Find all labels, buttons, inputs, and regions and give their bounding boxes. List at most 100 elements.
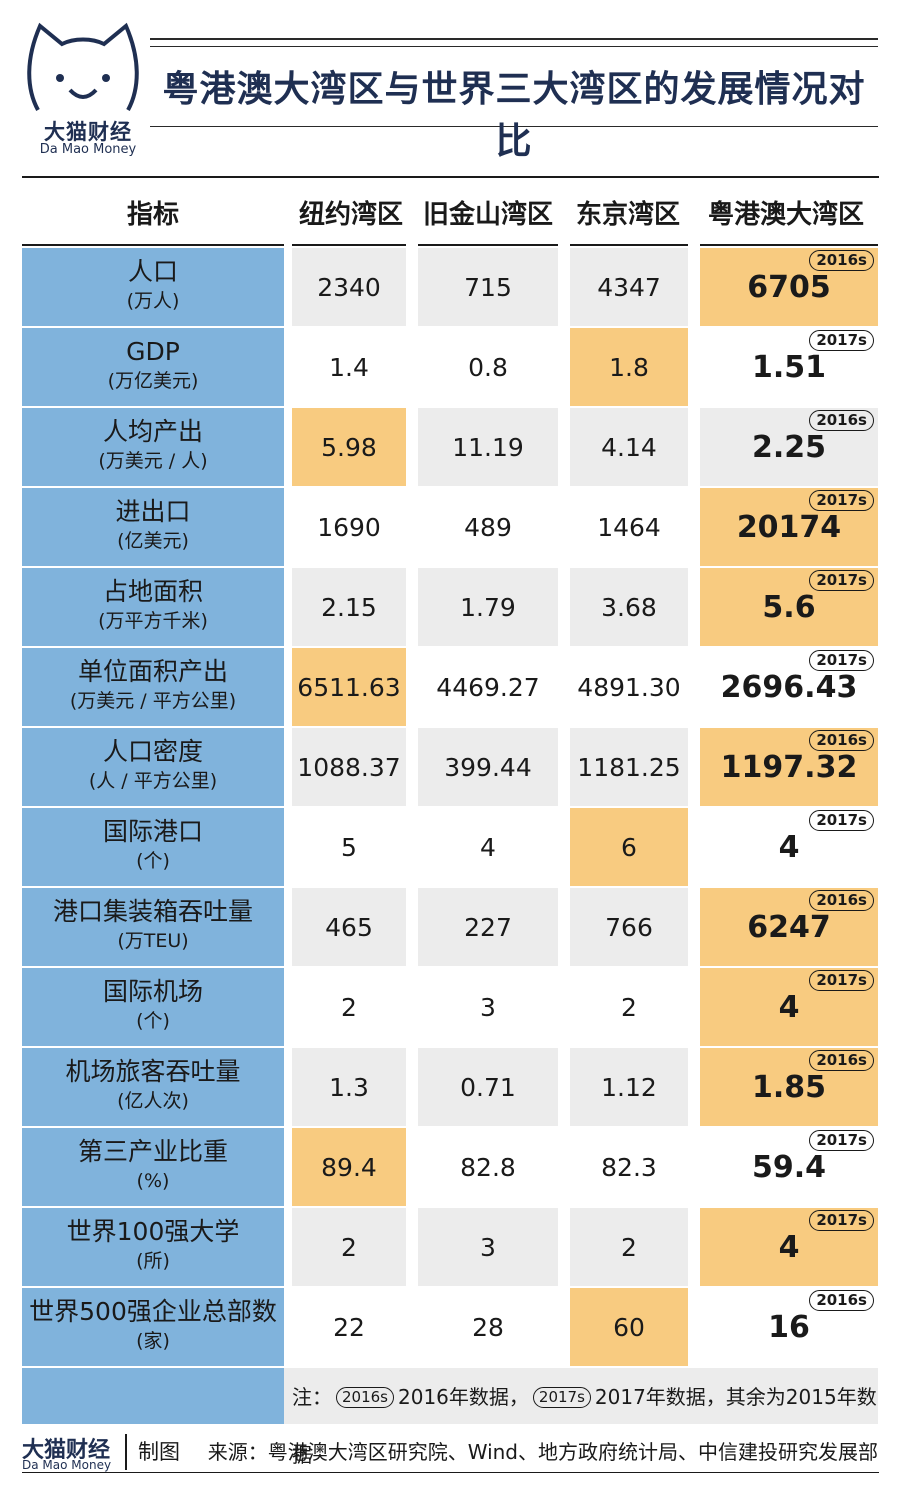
footer-logo-cn: 大猫财经 [22,1438,111,1463]
table-cell: 399.44 [418,728,558,806]
table-cell: 89.4 [292,1128,406,1206]
indicator-name: 人均产出 [102,417,203,446]
table-cell: 715 [418,248,558,326]
cell-value: 465 [325,913,373,942]
cell-value: 20174 [736,510,842,545]
cell-value: 5 [341,833,357,862]
table-cell: 1088.37 [292,728,406,806]
table-cell: 4 2017s [700,1208,878,1286]
cell-value: 60 [613,1313,645,1342]
row-label: 港口集装箱吞吐量 (万TEU) [22,888,284,966]
row-label: 世界100强大学 (所) [22,1208,284,1286]
year-badge: 2017s [809,330,874,351]
cell-value: 2696.43 [720,670,858,705]
indicator-unit: (万美元 / 平方公里) [69,690,237,712]
cell-value: 59.4 [751,1150,827,1185]
cell-value: 6705 [747,270,831,305]
note: 注： 2016s 2016年数据， 2017s 2017年数据，其余为2015年数据 [284,1368,878,1467]
table-cell: 465 [292,888,406,966]
row-label: 单位面积产出 (万美元 / 平方公里) [22,648,284,726]
indicator-unit: (个) [136,1010,170,1032]
row-label: 国际机场 (个) [22,968,284,1046]
year-badge: 2017s [809,490,874,511]
footer-logo-en: Da Mao Money [22,1458,112,1472]
indicator-unit: (万TEU) [117,930,189,952]
table-cell: 4891.30 [570,648,688,726]
table-cell: 6511.63 [292,648,406,726]
cell-value: 11.19 [452,433,524,462]
table-cell: 1.4 [292,328,406,406]
table-cell: 2 [570,1208,688,1286]
logo-name-en: Da Mao Money [39,142,137,157]
cell-value: 22 [333,1313,365,1342]
table-cell: 82.3 [570,1128,688,1206]
year-badge: 2016s [809,730,874,751]
cell-value: 28 [472,1313,504,1342]
table-cell: 2.15 [292,568,406,646]
cell-value: 0.71 [460,1073,516,1102]
table-cell: 1.51 2017s [700,328,878,406]
row-label: 人均产出 (万美元 / 人) [22,408,284,486]
table-cell: 6 [570,808,688,886]
indicator-unit: (万美元 / 人) [98,450,208,472]
header-new-york: 纽约湾区 [298,200,403,230]
cat-face-icon [27,22,139,111]
row-label: 人口密度 (人 / 平方公里) [22,728,284,806]
table-cell: 20174 2017s [700,488,878,566]
indicator-unit: (亿人次) [117,1090,189,1112]
header-san-francisco: 旧金山湾区 [422,200,553,230]
cell-value: 89.4 [321,1153,377,1182]
year-badge: 2016s [809,890,874,911]
cell-value: 2 [341,993,357,1022]
year-badge: 2017s [809,1130,874,1151]
cell-value: 2340 [317,273,381,302]
indicator-unit: (%) [136,1170,170,1192]
row-label: 人口 (万人) [22,248,284,326]
note-text-2017: 2017年数据，其余为2015年数据 [292,1385,877,1467]
cell-value: 766 [605,913,653,942]
table-cell: 766 [570,888,688,966]
cell-value: 1690 [317,513,381,542]
table-cell: 489 [418,488,558,566]
indicator-name: 人口密度 [102,737,203,766]
table-cell: 1464 [570,488,688,566]
cell-value: 2 [621,993,637,1022]
row-label: 第三产业比重 (%) [22,1128,284,1206]
row-label: 国际港口 (个) [22,808,284,886]
table-cell: 11.19 [418,408,558,486]
table-cell: 3.68 [570,568,688,646]
cell-value: 3 [480,993,496,1022]
footer-made: 制图 [138,1440,180,1464]
cell-value: 3.68 [601,593,657,622]
header-indicator: 指标 [126,200,179,230]
row-label: 占地面积 (万平方千米) [22,568,284,646]
year-badge: 2017s [809,810,874,831]
note-label-bg [22,1368,284,1424]
cell-value: 5.6 [762,590,816,625]
indicator-name: 世界100强大学 [66,1217,240,1246]
table-cell: 2 [570,968,688,1046]
indicator-name: 国际机场 [102,977,203,1006]
table-cell: 4 2017s [700,968,878,1046]
year-badge: 2016s [809,1290,874,1311]
table-cell: 3 [418,1208,558,1286]
table-cell: 2340 [292,248,406,326]
brand-logo: 大猫财经 Da Mao Money [18,18,148,157]
indicator-unit: (家) [136,1330,170,1352]
year-badge: 2017s [809,1210,874,1231]
cell-value: 1.3 [329,1073,369,1102]
year-badge: 2016s [809,410,874,431]
cell-value: 2.15 [321,593,377,622]
indicator-name: 进出口 [115,497,191,526]
table-cell: 2 [292,968,406,1046]
footer-source: 来源：粤港澳大湾区研究院、Wind、地方政府统计局、中信建投研究发展部 [207,1440,878,1464]
indicator-unit: (万亿美元) [107,370,199,392]
indicator-name: GDP [126,337,180,366]
year-badge: 2017s [809,650,874,671]
cell-value: 82.3 [601,1153,657,1182]
cell-value: 16 [768,1310,810,1345]
cell-value: 82.8 [460,1153,516,1182]
indicator-name: 第三产业比重 [77,1137,228,1166]
header-gba: 粤港澳大湾区 [707,200,864,230]
cell-value: 2 [341,1233,357,1262]
